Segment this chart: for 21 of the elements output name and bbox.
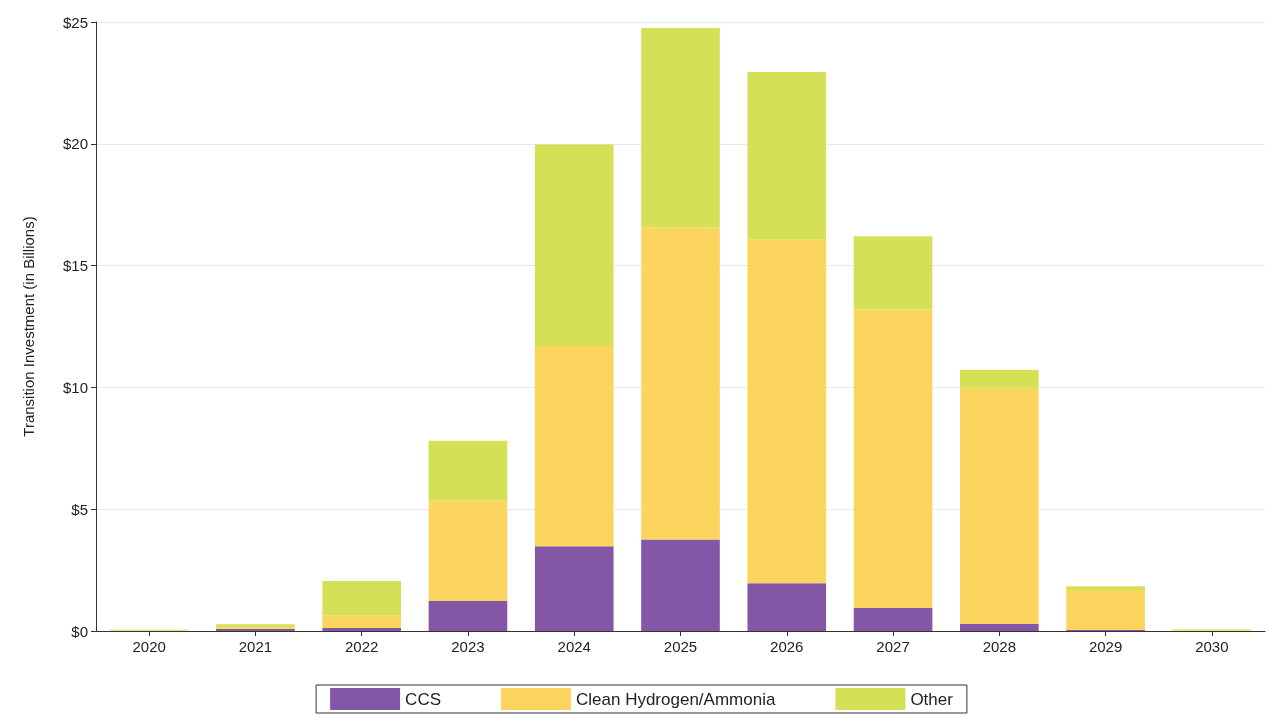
y-tick-label: $5	[71, 500, 88, 518]
x-tick-label: 2029	[1088, 638, 1123, 655]
y-tick-label: $20	[62, 135, 88, 153]
x-tick-label: 2023	[451, 638, 485, 655]
x-tick-label: 2025	[663, 638, 698, 655]
legend-label: Clean Hydrogen/Ammonia	[576, 689, 776, 709]
x-tick-label: 2021	[238, 638, 273, 655]
y-tick-label: $0	[71, 622, 88, 640]
y-axis-title: Transition Investment (in Billions)	[20, 216, 37, 437]
x-tick-label: 2024	[557, 638, 591, 655]
x-tick-label: 2020	[132, 638, 166, 655]
y-tick-label: $25	[62, 13, 88, 31]
legend-label: Other	[910, 689, 954, 709]
x-tick-label: 2026	[770, 638, 804, 655]
x-tick-label: 2027	[876, 638, 910, 655]
legend-label: CCS	[405, 689, 442, 709]
x-tick-label: 2028	[982, 638, 1017, 655]
y-tick-label: $15	[62, 257, 88, 275]
y-tick-label: $10	[62, 378, 88, 396]
x-tick-label: 2022	[344, 638, 379, 655]
x-tick-label: 2030	[1195, 638, 1229, 655]
